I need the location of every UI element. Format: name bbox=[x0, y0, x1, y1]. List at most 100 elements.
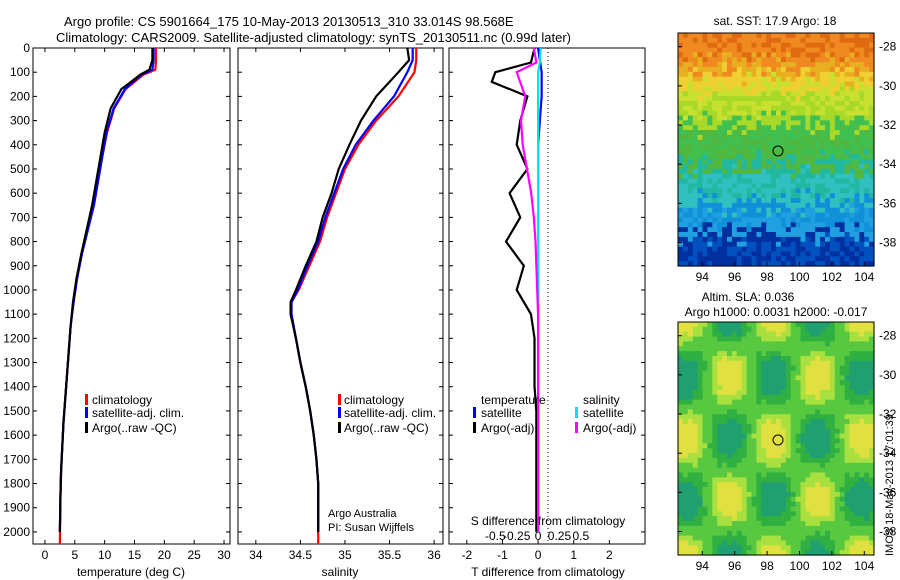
map-cell bbox=[805, 375, 811, 381]
temperature-panel: 0 5 10 15 20 25 300100200300400500600700800900… bbox=[3, 41, 231, 579]
map-cell bbox=[736, 419, 743, 425]
map-cell bbox=[829, 341, 836, 347]
map-cell bbox=[756, 453, 762, 459]
map-cell bbox=[746, 535, 753, 542]
map-cell bbox=[839, 540, 846, 546]
map-cell bbox=[717, 202, 723, 209]
map-cell bbox=[761, 96, 767, 102]
map-cell bbox=[834, 62, 841, 68]
map-cell bbox=[702, 360, 708, 367]
map-cell bbox=[731, 168, 738, 175]
map-cell bbox=[746, 341, 753, 347]
map-cell bbox=[722, 47, 728, 54]
map-cell bbox=[678, 404, 684, 410]
map-cell bbox=[780, 217, 787, 223]
map-cell bbox=[731, 453, 738, 459]
map-cell bbox=[697, 545, 704, 551]
map-cell bbox=[844, 472, 851, 478]
map-cell bbox=[678, 125, 684, 131]
map-cell bbox=[736, 246, 743, 253]
map-cell bbox=[692, 71, 699, 78]
map-cell bbox=[800, 222, 806, 228]
map-cell bbox=[864, 496, 870, 503]
map-cell bbox=[844, 399, 851, 406]
map-cell bbox=[697, 496, 704, 503]
map-cell bbox=[820, 506, 826, 512]
map-cell bbox=[849, 462, 855, 469]
map-cell bbox=[746, 110, 753, 117]
map-cell bbox=[717, 341, 723, 347]
map-cell bbox=[707, 100, 713, 107]
map-cell bbox=[785, 217, 792, 223]
map-cell bbox=[805, 433, 811, 440]
map-cell bbox=[859, 207, 865, 214]
map-cell bbox=[869, 52, 875, 58]
map-cell bbox=[741, 91, 748, 97]
map-cell bbox=[864, 419, 870, 425]
map-cell bbox=[785, 110, 792, 117]
map-cell bbox=[771, 159, 777, 165]
map-cell bbox=[692, 139, 699, 146]
map-cell bbox=[746, 365, 753, 372]
map-cell bbox=[864, 198, 870, 204]
map-cell bbox=[717, 521, 723, 527]
map-cell bbox=[707, 365, 713, 372]
map-cell bbox=[731, 540, 738, 546]
map-cell bbox=[682, 477, 689, 483]
x-tick-label: 10 bbox=[98, 548, 112, 562]
map-cell bbox=[810, 462, 816, 469]
map-cell bbox=[692, 125, 699, 131]
map-cell bbox=[692, 496, 699, 503]
map-cell bbox=[731, 227, 738, 233]
map-cell bbox=[766, 134, 772, 141]
map-cell bbox=[849, 96, 855, 102]
map-cell bbox=[825, 71, 831, 78]
map-cell bbox=[825, 501, 831, 508]
map-cell bbox=[727, 134, 733, 141]
map-cell bbox=[800, 86, 806, 92]
map-cell bbox=[766, 322, 772, 328]
map-cell bbox=[697, 457, 704, 464]
map-cell bbox=[712, 399, 718, 406]
map-cell bbox=[766, 125, 772, 131]
salinity-xlabel: salinity bbox=[322, 565, 359, 579]
map-cell bbox=[790, 193, 797, 199]
map-cell bbox=[687, 506, 694, 512]
map-cell bbox=[717, 419, 723, 425]
map-cell bbox=[844, 516, 851, 522]
map-cell bbox=[771, 193, 777, 199]
map-cell bbox=[800, 164, 806, 170]
map-cell bbox=[834, 496, 841, 503]
map-cell bbox=[717, 360, 723, 367]
map-cell bbox=[697, 370, 704, 376]
map-cell bbox=[751, 217, 757, 223]
map-cell bbox=[761, 365, 767, 372]
y-tick-label: 600 bbox=[10, 186, 30, 200]
map-cell bbox=[722, 33, 728, 39]
map-cell bbox=[780, 91, 787, 97]
map-cell bbox=[678, 535, 684, 542]
map-cell bbox=[815, 326, 821, 333]
x-tick-label: 30 bbox=[217, 548, 231, 562]
map-cell bbox=[746, 375, 753, 381]
map-cell bbox=[825, 355, 831, 362]
map-cell bbox=[815, 246, 821, 253]
map-cell bbox=[810, 448, 816, 454]
map-cell bbox=[756, 125, 762, 131]
map-cell bbox=[805, 511, 811, 517]
map-cell bbox=[727, 120, 733, 126]
lon-tick-label: 104 bbox=[854, 559, 874, 573]
map-cell bbox=[692, 236, 699, 243]
map-cell bbox=[697, 336, 704, 343]
map-cell bbox=[697, 491, 704, 498]
map-cell bbox=[731, 100, 738, 107]
map-cell bbox=[780, 173, 787, 180]
map-cell bbox=[682, 110, 689, 117]
map-cell bbox=[731, 71, 738, 78]
map-cell bbox=[869, 71, 875, 78]
map-cell bbox=[834, 336, 841, 343]
map-cell bbox=[834, 227, 841, 233]
map-cell bbox=[692, 159, 699, 165]
map-cell bbox=[805, 389, 811, 396]
map-cell bbox=[741, 164, 748, 170]
